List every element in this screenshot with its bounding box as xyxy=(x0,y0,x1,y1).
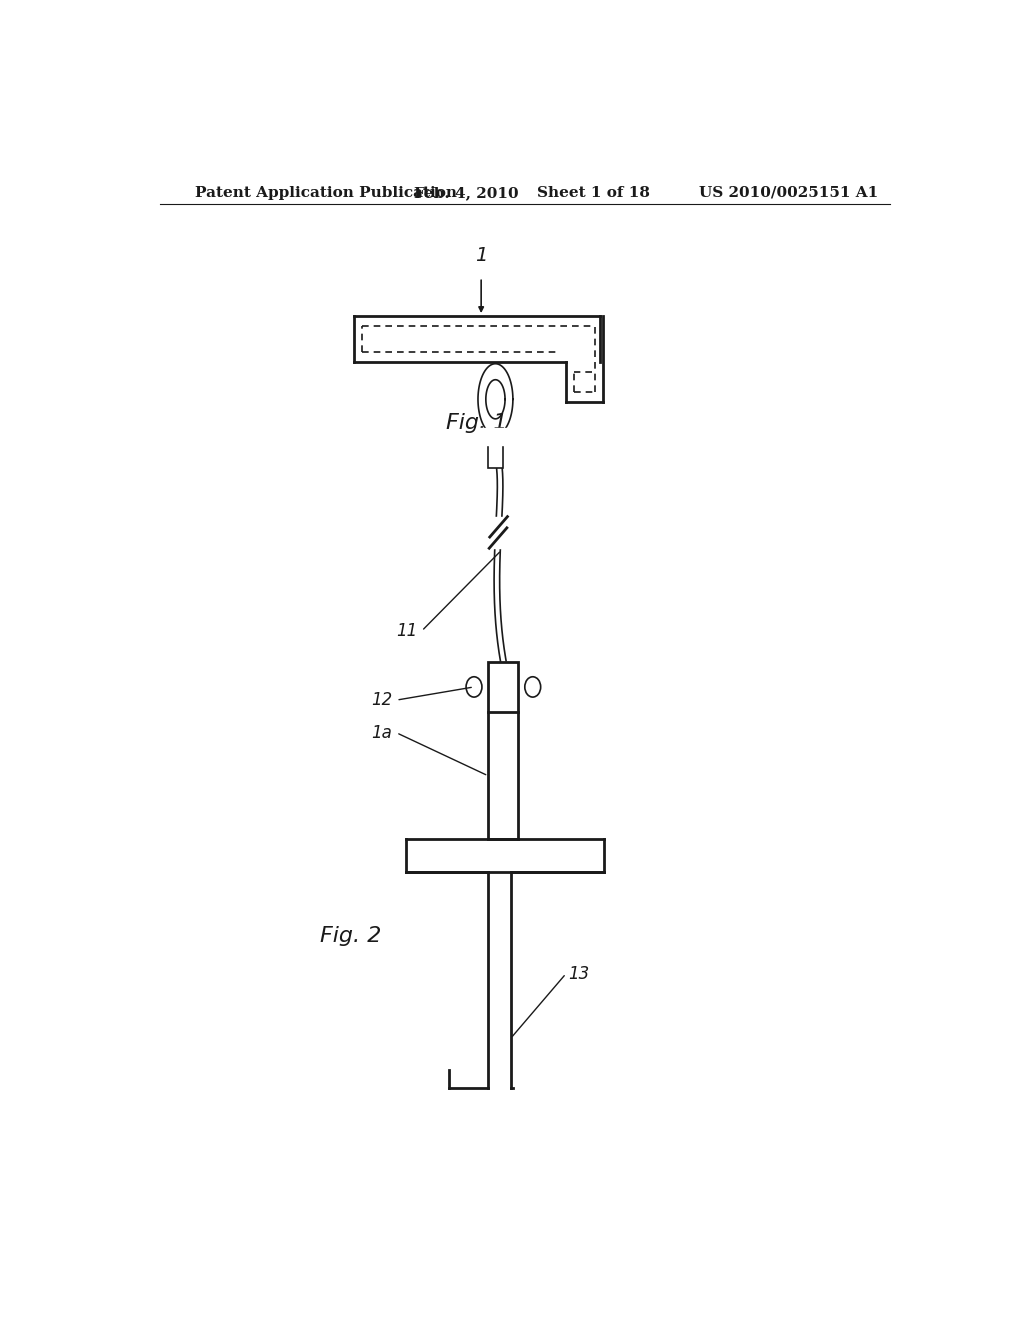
Text: Fig. 2: Fig. 2 xyxy=(319,925,381,946)
Text: 1: 1 xyxy=(475,246,487,265)
Bar xyxy=(487,440,504,469)
Text: Feb. 4, 2010: Feb. 4, 2010 xyxy=(414,186,518,199)
Text: 13: 13 xyxy=(568,965,590,982)
Text: 1a: 1a xyxy=(372,723,392,742)
Text: US 2010/0025151 A1: US 2010/0025151 A1 xyxy=(699,186,879,199)
Bar xyxy=(488,661,518,713)
Text: Sheet 1 of 18: Sheet 1 of 18 xyxy=(537,186,649,199)
Text: Patent Application Publication: Patent Application Publication xyxy=(196,186,458,199)
Text: 11: 11 xyxy=(396,622,418,640)
Text: Fig. 1: Fig. 1 xyxy=(446,413,508,433)
Text: 12: 12 xyxy=(371,692,392,709)
